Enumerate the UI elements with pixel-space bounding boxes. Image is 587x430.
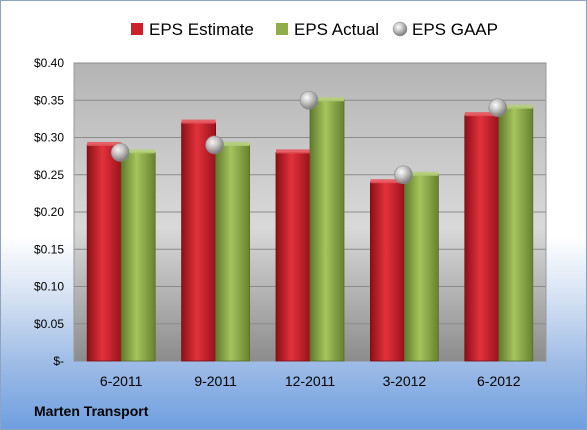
y-tick-label: $0.25 <box>34 168 64 182</box>
legend-label-eps-estimate: EPS Estimate <box>149 20 254 39</box>
legend-label-eps-gaap: EPS GAAP <box>412 20 498 39</box>
bar-eps-actual-9-2011 <box>215 144 251 362</box>
legend-swatch-eps-actual <box>276 23 288 35</box>
y-tick-label: $0.30 <box>34 131 64 145</box>
legend: EPS Estimate EPS Actual EPS GAAP <box>131 20 498 39</box>
bar-cap <box>121 149 156 154</box>
marker-eps-gaap-9-2011 <box>205 135 224 155</box>
bar-cap <box>464 112 499 117</box>
marker-eps-gaap-3-2012 <box>394 165 413 185</box>
bar-cap <box>87 141 122 146</box>
marker-eps-gaap-6-2011 <box>110 143 130 162</box>
bar-cap <box>181 119 216 124</box>
x-tick-label: 9-2011 <box>194 373 237 389</box>
bar-cap <box>404 171 439 176</box>
bar-eps-actual-3-2012 <box>403 174 439 362</box>
bar-eps-estimate-6-2011 <box>86 144 122 362</box>
bar-cap <box>498 104 533 109</box>
bar-eps-actual-6-2011 <box>120 151 156 362</box>
x-axis: 6-2011 9-2011 12-2011 3-2012 6-2012 <box>100 373 521 389</box>
y-tick-label: $0.20 <box>34 205 64 219</box>
bar-cap <box>276 149 310 154</box>
bar-eps-estimate-3-2012 <box>369 181 405 362</box>
legend-swatch-eps-estimate <box>131 23 143 35</box>
y-tick-label: $0.05 <box>34 317 64 331</box>
bar-cap <box>215 141 250 146</box>
y-tick-label: $0.15 <box>34 242 64 256</box>
bar-eps-actual-12-2011 <box>309 99 345 362</box>
gaap-markers <box>110 90 508 185</box>
bar-cap <box>370 179 405 184</box>
legend-swatch-eps-gaap <box>392 21 408 37</box>
bar-eps-estimate-6-2012 <box>464 114 500 362</box>
y-tick-label: $- <box>53 354 64 368</box>
x-tick-label: 12-2011 <box>285 373 336 389</box>
x-tick-label: 6-2011 <box>100 373 143 389</box>
y-tick-label: $0.35 <box>34 93 64 107</box>
company-name: Marten Transport <box>34 403 149 419</box>
bar-eps-estimate-9-2011 <box>181 122 217 362</box>
legend-label-eps-actual: EPS Actual <box>294 20 379 39</box>
bar-eps-estimate-12-2011 <box>275 151 311 362</box>
bar-cap <box>310 97 344 102</box>
x-tick-label: 6-2012 <box>477 373 521 389</box>
y-axis: $- $0.05 $0.10 $0.15 $0.20 $0.25 $0.30 $0.35 $0.… <box>34 56 64 368</box>
bars <box>86 97 534 362</box>
marker-eps-gaap-6-2012 <box>488 98 508 117</box>
marker-eps-gaap-12-2011 <box>299 90 319 110</box>
x-tick-label: 3-2012 <box>383 373 427 389</box>
y-tick-label: $0.40 <box>34 56 64 70</box>
bar-eps-actual-6-2012 <box>498 107 534 362</box>
y-tick-label: $0.10 <box>34 280 64 294</box>
